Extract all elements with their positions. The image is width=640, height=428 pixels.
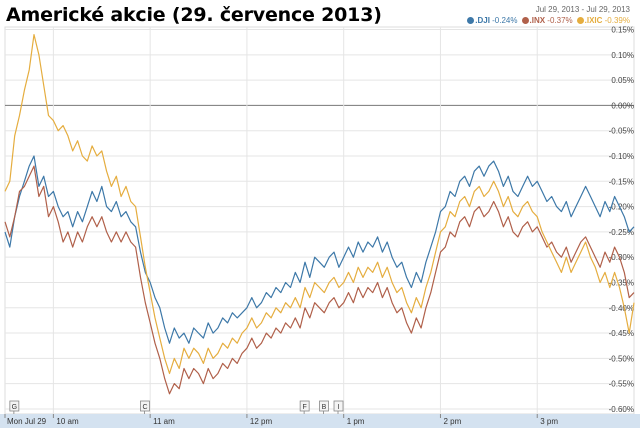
legend-dot-icon: [521, 17, 529, 24]
legend-change: -0.37%: [545, 16, 573, 25]
y-tick-label: -0.55%: [609, 380, 634, 389]
y-tick-label: -0.20%: [609, 203, 634, 212]
series-line-dji: [4, 155, 635, 344]
y-tick-label: 0.10%: [611, 51, 634, 60]
y-tick-label: -0.45%: [609, 329, 634, 338]
series-line-inx: [4, 165, 635, 395]
y-tick-label: -0.40%: [609, 304, 634, 313]
y-tick-label: 0.05%: [611, 76, 634, 85]
y-tick-label: -0.05%: [609, 127, 634, 136]
legend-symbol: .INX: [529, 16, 546, 25]
y-tick-label: -0.35%: [609, 278, 634, 287]
event-marker-label: B: [322, 404, 327, 411]
event-marker-label: I: [338, 404, 340, 411]
legend-change: -0.24%: [489, 16, 518, 25]
chart-title: Americké akcie (29. července 2013): [6, 4, 382, 26]
event-marker-label: C: [142, 404, 147, 411]
event-marker-label: F: [303, 404, 307, 411]
x-axis-bar: [0, 414, 640, 428]
x-tick-label: 11 am: [153, 417, 175, 426]
legend-symbol: .DJI: [475, 16, 490, 25]
legend-dot-icon: [576, 17, 584, 24]
x-tick-label: 1 pm: [347, 417, 365, 426]
x-tick-label: Mon Jul 29: [7, 417, 47, 426]
x-tick-label: 10 am: [56, 417, 79, 426]
event-marker-i: [333, 400, 344, 412]
y-tick-label: -0.60%: [609, 405, 634, 414]
event-marker-b: [319, 400, 329, 412]
legend-item-ixic[interactable]: .IXIC -0.39%: [576, 16, 630, 25]
event-marker-c: [140, 400, 150, 412]
y-tick-label: -0.10%: [609, 152, 634, 161]
y-tick-label: -0.30%: [609, 253, 634, 262]
x-tick-label: 2 pm: [443, 417, 461, 426]
legend-change: -0.39%: [602, 16, 630, 25]
date-range: Jul 29, 2013 - Jul 29, 2013: [535, 5, 630, 14]
x-tick-label: 12 pm: [250, 417, 273, 426]
legend-dot-icon: [467, 17, 475, 24]
y-tick-label: 0.15%: [611, 26, 634, 35]
event-marker-f: [299, 400, 310, 412]
x-tick-label: 3 pm: [540, 417, 558, 426]
legend-item-inx[interactable]: .INX -0.37%: [521, 16, 573, 25]
event-marker-g: [9, 400, 20, 412]
y-tick-label: -0.25%: [609, 228, 634, 237]
y-tick-label: -0.15%: [609, 177, 634, 186]
legend-item-dji[interactable]: .DJI -0.24%: [467, 16, 518, 25]
legend-symbol: .IXIC: [584, 16, 603, 25]
y-tick-label: -0.50%: [609, 354, 634, 363]
series-line-ixic: [4, 34, 635, 375]
y-tick-label: 0.00%: [611, 101, 634, 110]
legend: .DJI -0.24% .INX -0.37% .IXIC -0.39%: [463, 16, 630, 25]
event-marker-label: G: [12, 404, 17, 411]
